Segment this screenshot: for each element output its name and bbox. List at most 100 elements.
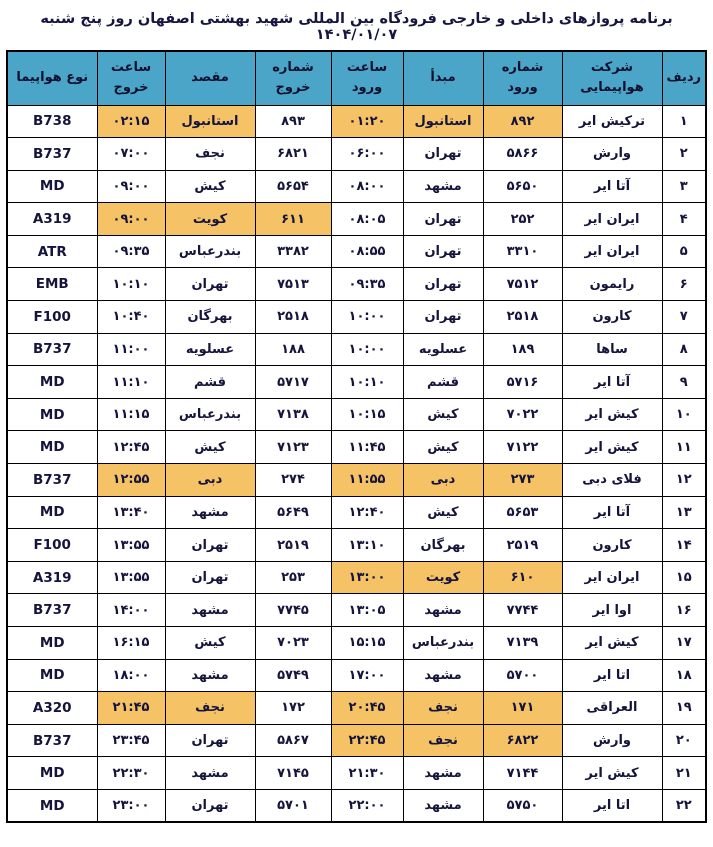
cell-departure-number: ۶۸۲۱	[254, 137, 332, 171]
cell-departure-time: ۱۱:۱۰	[96, 365, 166, 399]
cell-airline: کارون	[561, 528, 663, 562]
cell-departure-time: ۱۶:۱۵	[96, 626, 166, 660]
cell-departure-number: ۶۱۱	[254, 202, 332, 236]
cell-radif: ۳	[661, 169, 707, 204]
cell-arrival-time: ۱۰:۰۰	[330, 332, 404, 367]
cell-arrival-time: ۲۲:۴۵	[330, 723, 404, 758]
cell-departure-time: ۰۹:۰۰	[96, 202, 166, 236]
cell-arrival-time: ۰۸:۰۵	[330, 202, 404, 236]
table-row: ۲۰ وارش ۶۸۲۲ نجف ۲۲:۴۵ ۵۸۶۷ تهران ۲۳:۴۵ B737	[6, 723, 707, 758]
cell-destination: مشهد	[164, 593, 256, 627]
table-row: ۱۹ العراقی ۱۷۱ نجف ۲۰:۴۵ ۱۷۲ نجف ۲۱:۴۵ A320	[6, 691, 707, 725]
cell-aircraft-type: B737	[6, 332, 98, 367]
cell-departure-number: ۲۵۱۸	[254, 300, 332, 334]
cell-airline: وارش	[561, 137, 663, 171]
cell-destination: عسلویه	[164, 332, 256, 367]
cell-departure-time: ۱۲:۵۵	[96, 463, 166, 497]
cell-departure-number: ۷۰۲۳	[254, 626, 332, 660]
cell-arrival-number: ۶۱۰	[482, 560, 563, 595]
cell-destination: تهران	[164, 528, 256, 562]
cell-radif: ۴	[661, 202, 707, 236]
cell-airline: کیش ایر	[561, 430, 663, 465]
cell-origin: مشهد	[402, 593, 484, 627]
cell-origin: تهران	[402, 202, 484, 236]
cell-arrival-number: ۱۸۹	[482, 332, 563, 367]
cell-destination: مشهد	[164, 756, 256, 790]
cell-destination: تهران	[164, 560, 256, 595]
cell-radif: ۱۴	[661, 528, 707, 562]
page-title: برنامه پروازهای داخلی و خارجی فرودگاه بی…	[40, 11, 673, 43]
cell-airline: فلای دبی	[561, 463, 663, 497]
cell-arrival-time: ۲۱:۳۰	[330, 756, 404, 790]
cell-arrival-time: ۱۷:۰۰	[330, 658, 404, 693]
cell-origin: بندرعباس	[402, 626, 484, 660]
cell-arrival-number: ۲۵۱۹	[482, 528, 563, 562]
cell-departure-number: ۸۹۳	[254, 104, 332, 139]
cell-departure-number: ۲۵۱۹	[254, 528, 332, 562]
cell-arrival-time: ۱۳:۰۰	[330, 560, 404, 595]
cell-arrival-number: ۵۸۶۶	[482, 137, 563, 171]
cell-aircraft-type: MD	[6, 626, 98, 660]
table-row: ۱۲ فلای دبی ۲۷۳ دبی ۱۱:۵۵ ۲۷۴ دبی ۱۲:۵۵ B737	[6, 463, 707, 497]
cell-arrival-number: ۷۷۴۴	[482, 593, 563, 627]
cell-arrival-time: ۱۲:۴۰	[330, 495, 404, 530]
cell-destination: استانبول	[164, 104, 256, 139]
cell-departure-number: ۷۷۴۵	[254, 593, 332, 627]
cell-arrival-number: ۶۸۲۲	[482, 723, 563, 758]
cell-arrival-number: ۵۷۱۶	[482, 365, 563, 399]
header-aircraft-type: نوع هواپیما	[6, 50, 98, 106]
cell-airline: آتا ایر	[561, 365, 663, 399]
cell-radif: ۱۲	[661, 463, 707, 497]
header-row-number: ردیف	[661, 50, 707, 106]
cell-destination: تهران	[164, 788, 256, 823]
cell-radif: ۱۷	[661, 626, 707, 660]
cell-arrival-number: ۷۱۴۴	[482, 756, 563, 790]
cell-airline: کیش ایر	[561, 756, 663, 790]
table-row: ۶ رایمون ۷۵۱۲ تهران ۰۹:۳۵ ۷۵۱۳ تهران ۱۰:۱۰ EMB	[6, 267, 707, 302]
cell-departure-time: ۲۲:۳۰	[96, 756, 166, 790]
cell-airline: ایران ایر	[561, 234, 663, 269]
cell-airline: ترکیش ایر	[561, 104, 663, 139]
cell-origin: مشهد	[402, 658, 484, 693]
cell-radif: ۱۰	[661, 397, 707, 432]
cell-departure-time: ۱۱:۱۵	[96, 397, 166, 432]
cell-destination: بندرعباس	[164, 234, 256, 269]
cell-origin: استانبول	[402, 104, 484, 139]
cell-departure-time: ۲۳:۰۰	[96, 788, 166, 823]
table-row: ۵ ایران ایر ۳۳۱۰ تهران ۰۸:۵۵ ۳۳۸۲ بندرعباس ۰۹:۳…	[6, 234, 707, 269]
cell-departure-time: ۰۷:۰۰	[96, 137, 166, 171]
cell-departure-number: ۵۶۵۴	[254, 169, 332, 204]
cell-aircraft-type: B737	[6, 593, 98, 627]
cell-arrival-number: ۱۷۱	[482, 691, 563, 725]
cell-departure-time: ۱۳:۵۵	[96, 560, 166, 595]
cell-departure-number: ۷۱۴۵	[254, 756, 332, 790]
cell-destination: نجف	[164, 691, 256, 725]
cell-destination: کیش	[164, 430, 256, 465]
cell-arrival-time: ۰۱:۲۰	[330, 104, 404, 139]
cell-arrival-time: ۲۰:۴۵	[330, 691, 404, 725]
cell-origin: تهران	[402, 137, 484, 171]
cell-arrival-number: ۷۵۱۲	[482, 267, 563, 302]
cell-airline: آتا ایر	[561, 495, 663, 530]
cell-origin: تهران	[402, 267, 484, 302]
cell-airline: رایمون	[561, 267, 663, 302]
cell-arrival-number: ۵۷۰۰	[482, 658, 563, 693]
cell-airline: وارش	[561, 723, 663, 758]
cell-destination: نجف	[164, 137, 256, 171]
cell-arrival-time: ۱۳:۰۵	[330, 593, 404, 627]
cell-departure-time: ۰۹:۰۰	[96, 169, 166, 204]
cell-arrival-number: ۲۷۳	[482, 463, 563, 497]
cell-arrival-time: ۰۹:۳۵	[330, 267, 404, 302]
cell-aircraft-type: B737	[6, 723, 98, 758]
cell-aircraft-type: B738	[6, 104, 98, 139]
cell-departure-time: ۱۰:۱۰	[96, 267, 166, 302]
cell-departure-time: ۰۹:۳۵	[96, 234, 166, 269]
cell-radif: ۲۱	[661, 756, 707, 790]
cell-airline: العراقی	[561, 691, 663, 725]
table-row: ۱ ترکیش ایر ۸۹۲ استانبول ۰۱:۲۰ ۸۹۳ استانبول ۰۲:…	[6, 104, 707, 139]
cell-arrival-number: ۵۷۵۰	[482, 788, 563, 823]
cell-departure-time: ۱۰:۴۰	[96, 300, 166, 334]
cell-aircraft-type: MD	[6, 788, 98, 823]
cell-arrival-number: ۸۹۲	[482, 104, 563, 139]
cell-aircraft-type: A320	[6, 691, 98, 725]
